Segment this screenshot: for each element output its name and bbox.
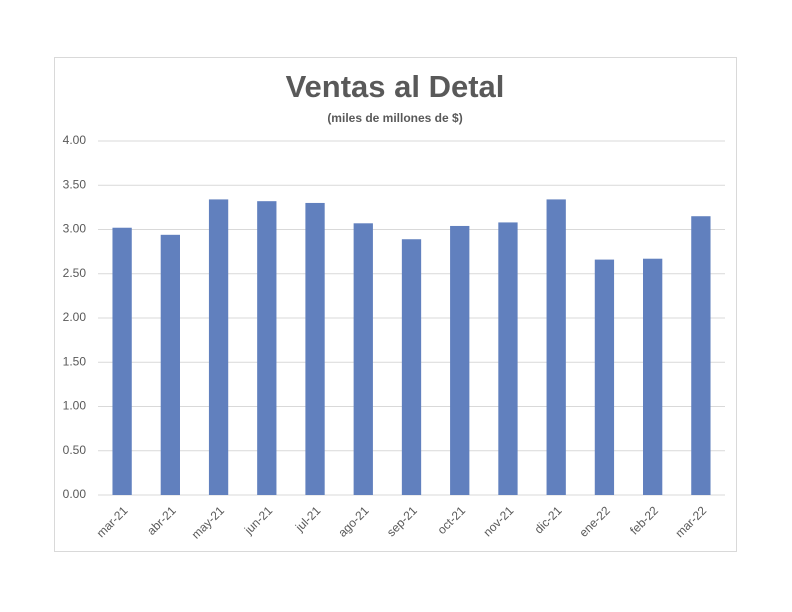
y-tick-label: 0.50 bbox=[63, 443, 87, 457]
bar bbox=[450, 225, 470, 495]
y-tick-label: 1.00 bbox=[63, 399, 87, 413]
y-tick-label: 3.00 bbox=[63, 222, 87, 236]
y-tick-label: 4.00 bbox=[63, 133, 87, 147]
bar bbox=[643, 258, 663, 495]
bar bbox=[353, 223, 373, 495]
y-tick-label: 3.50 bbox=[63, 177, 87, 191]
y-tick-label: 0.00 bbox=[63, 487, 87, 501]
bar bbox=[401, 239, 422, 495]
chart-title: Ventas al Detal bbox=[286, 69, 505, 104]
bar bbox=[498, 222, 518, 496]
bar bbox=[546, 199, 566, 495]
bar bbox=[691, 216, 711, 495]
bar bbox=[208, 199, 229, 495]
bar bbox=[160, 234, 180, 495]
chart-frame bbox=[54, 57, 737, 552]
chart-subtitle: (miles de millones de $) bbox=[327, 111, 462, 125]
bar bbox=[257, 201, 277, 495]
bar bbox=[305, 202, 325, 495]
y-tick-label: 2.50 bbox=[63, 266, 87, 280]
bar bbox=[594, 259, 615, 495]
bar bbox=[112, 227, 132, 496]
y-tick-label: 2.00 bbox=[63, 310, 87, 324]
y-tick-label: 1.50 bbox=[63, 354, 87, 368]
